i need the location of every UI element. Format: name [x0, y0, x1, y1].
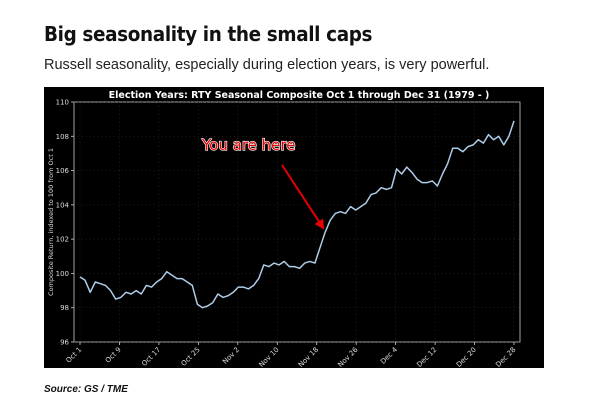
x-tick-label: Nov 26	[336, 345, 360, 368]
x-tick-label: Dec 12	[415, 346, 438, 368]
y-tick-label: 104	[56, 201, 70, 209]
y-axis-label: Composite Return, indexed to 100 from Oc…	[47, 148, 55, 296]
x-tick-label: Nov 2	[221, 346, 241, 366]
y-axis: 96 98 100 102 104 106 108 110	[56, 99, 74, 347]
grid	[74, 101, 520, 343]
x-tick-label: Oct 1	[64, 346, 83, 365]
source-note: Source: GS / TME	[44, 384, 128, 395]
x-tick-label: Oct 17	[140, 346, 162, 368]
y-tick-label: 102	[56, 236, 69, 244]
y-tick-label: 108	[56, 133, 69, 141]
headline: Big seasonality in the small caps	[44, 22, 373, 46]
x-tick-label: Dec 20	[455, 346, 478, 368]
subheadline: Russell seasonality, especially during e…	[44, 57, 490, 73]
annotation-label: You are here	[201, 136, 295, 154]
annotation-arrow	[281, 164, 325, 230]
series-line	[79, 120, 515, 309]
y-tick-label: 110	[56, 99, 69, 107]
y-tick-label: 98	[60, 304, 69, 312]
chart-panel: Election Years: RTY Seasonal Composite O…	[44, 87, 544, 368]
chart-title: Election Years: RTY Seasonal Composite O…	[109, 90, 490, 101]
x-tick-label: Dec 4	[379, 345, 399, 365]
x-tick-label: Nov 18	[297, 346, 320, 368]
annotation: You are here	[200, 135, 325, 230]
y-tick-label: 96	[60, 339, 69, 347]
x-tick-label: Oct 25	[180, 346, 202, 368]
x-tick-label: Oct 9	[104, 346, 123, 365]
plot-frame	[73, 101, 521, 343]
y-tick-label: 100	[56, 270, 69, 278]
seasonality-chart: Election Years: RTY Seasonal Composite O…	[47, 90, 521, 368]
x-axis: Oct 1 Oct 9 Oct 17 Oct 25 Nov 2 Nov 10 Nov 18 N…	[64, 342, 517, 368]
x-tick-label: Dec 28	[494, 346, 517, 368]
x-tick-label: Nov 10	[257, 346, 280, 368]
y-tick-label: 106	[56, 167, 70, 175]
